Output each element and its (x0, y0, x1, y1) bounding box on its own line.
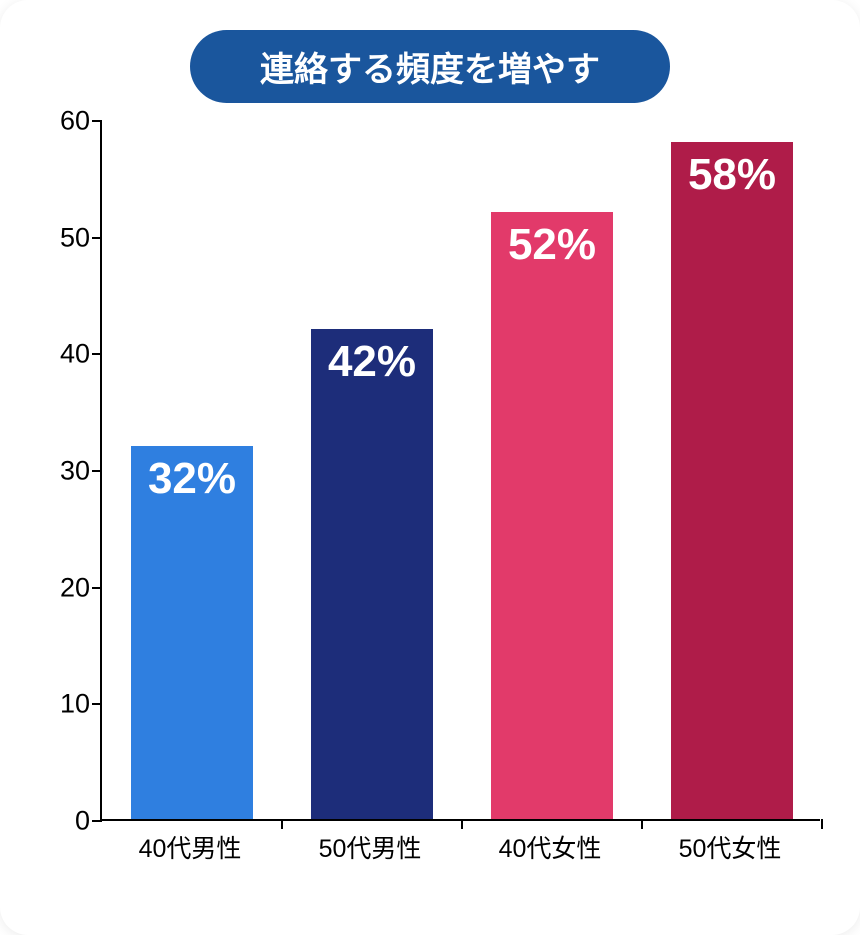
y-axis-label: 0 (75, 806, 100, 837)
y-axis-label: 10 (60, 689, 100, 720)
y-axis-label: 60 (60, 106, 100, 137)
bar-value-label: 32% (148, 454, 236, 504)
chart-title: 連絡する頻度を増やす (190, 30, 670, 103)
y-axis-label: 50 (60, 222, 100, 253)
x-tick (821, 819, 823, 829)
plot-area: 32% 42% 52% 58% (100, 121, 820, 821)
bar: 52% (491, 212, 613, 819)
x-tick (461, 819, 463, 829)
bar-value-label: 52% (508, 220, 596, 270)
x-axis-label: 40代男性 (139, 821, 242, 865)
x-axis-label: 40代女性 (499, 821, 602, 865)
bar-value-label: 58% (688, 150, 776, 200)
y-axis-label: 20 (60, 572, 100, 603)
x-tick (641, 819, 643, 829)
x-axis-label: 50代女性 (679, 821, 782, 865)
bar: 58% (671, 142, 793, 819)
chart-area: 32%42%52%58% 010203040506040代男性50代男性40代女… (100, 121, 820, 821)
chart-card: 連絡する頻度を増やす 32% 42% 52% 58% 0 10 20 30 40 50 60 40代… (0, 0, 860, 935)
bar: 32% (131, 446, 253, 819)
y-axis-label: 30 (60, 456, 100, 487)
bar: 42% (311, 329, 433, 819)
y-axis-label: 40 (60, 339, 100, 370)
x-tick (281, 819, 283, 829)
bar-value-label: 42% (328, 337, 416, 387)
x-axis-label: 50代男性 (319, 821, 422, 865)
